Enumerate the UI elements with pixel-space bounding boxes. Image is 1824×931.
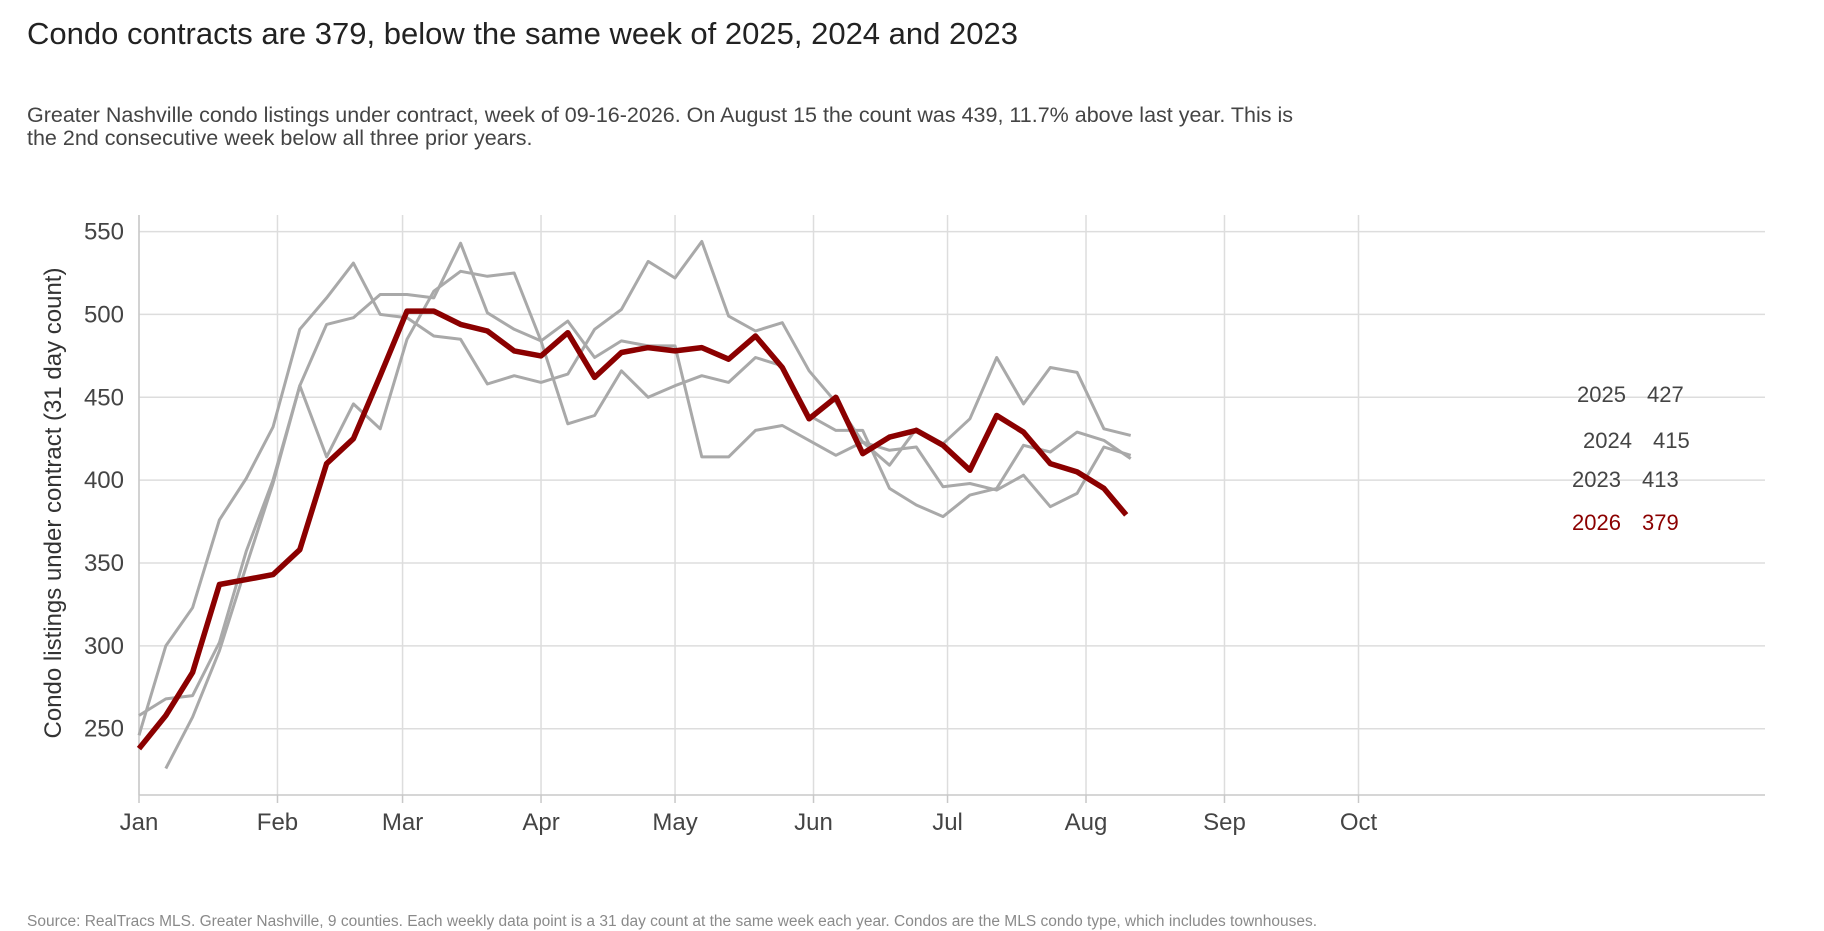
end-label-value: 413: [1642, 467, 1679, 492]
y-tick-label: 450: [84, 384, 124, 411]
series-lines: [136, 240, 1132, 770]
chart-title: Condo contracts are 379, below the same …: [27, 16, 1018, 51]
x-tick-label: Jul: [932, 809, 963, 836]
x-tick-label: Mar: [382, 809, 423, 836]
end-label-year: 2024: [1583, 428, 1632, 453]
end-label-value: 427: [1647, 382, 1684, 407]
series-line-2023: [164, 241, 1132, 770]
x-tick-label: Sep: [1203, 809, 1246, 836]
end-label-2024: 2024 415: [1583, 428, 1690, 453]
axes: 250 300 350 400 450 500 550 Jan Feb Mar Apr May Jun J…: [84, 215, 1765, 836]
end-label-year: 2023: [1572, 467, 1621, 492]
y-tick-label: 500: [84, 301, 124, 328]
chart-subtitle: Greater Nashville condo listings under c…: [27, 103, 1294, 150]
series-end-labels: 2023 413 2024 415 2025 427 2026 379: [1572, 382, 1690, 535]
y-tick-label: 350: [84, 550, 124, 577]
end-label-value: 415: [1653, 428, 1690, 453]
y-tick-label: 400: [84, 467, 124, 494]
x-tick-label: Apr: [522, 809, 559, 836]
y-tick-label: 250: [84, 716, 124, 743]
end-label-year: 2025: [1577, 382, 1626, 407]
end-label-2025: 2025 427: [1577, 382, 1684, 407]
end-label-value: 379: [1642, 510, 1679, 535]
x-tick-label: May: [652, 809, 697, 836]
x-tick-label: Feb: [257, 809, 298, 836]
x-tick-label: Aug: [1065, 809, 1108, 836]
x-tick-label: Oct: [1340, 809, 1378, 836]
source-note: Source: RealTracs MLS. Greater Nashville…: [27, 913, 1318, 930]
y-tick-label: 300: [84, 633, 124, 660]
end-label-2023: 2023 413: [1572, 467, 1679, 492]
line-chart: 250 300 350 400 450 500 550 Jan Feb Mar Apr May Jun J…: [40, 215, 1765, 836]
end-label-2026: 2026 379: [1572, 510, 1679, 535]
series-line-2025: [137, 240, 1132, 736]
series-line-2026: [136, 308, 1129, 751]
y-axis-label: Condo listings under contract (31 day co…: [40, 268, 67, 739]
grid-lines: [138, 215, 1765, 795]
series-line-2024: [138, 269, 1132, 717]
end-label-year: 2026: [1572, 510, 1621, 535]
x-tick-label: Jan: [120, 809, 159, 836]
x-tick-label: Jun: [794, 809, 833, 836]
y-tick-label: 550: [84, 219, 124, 246]
